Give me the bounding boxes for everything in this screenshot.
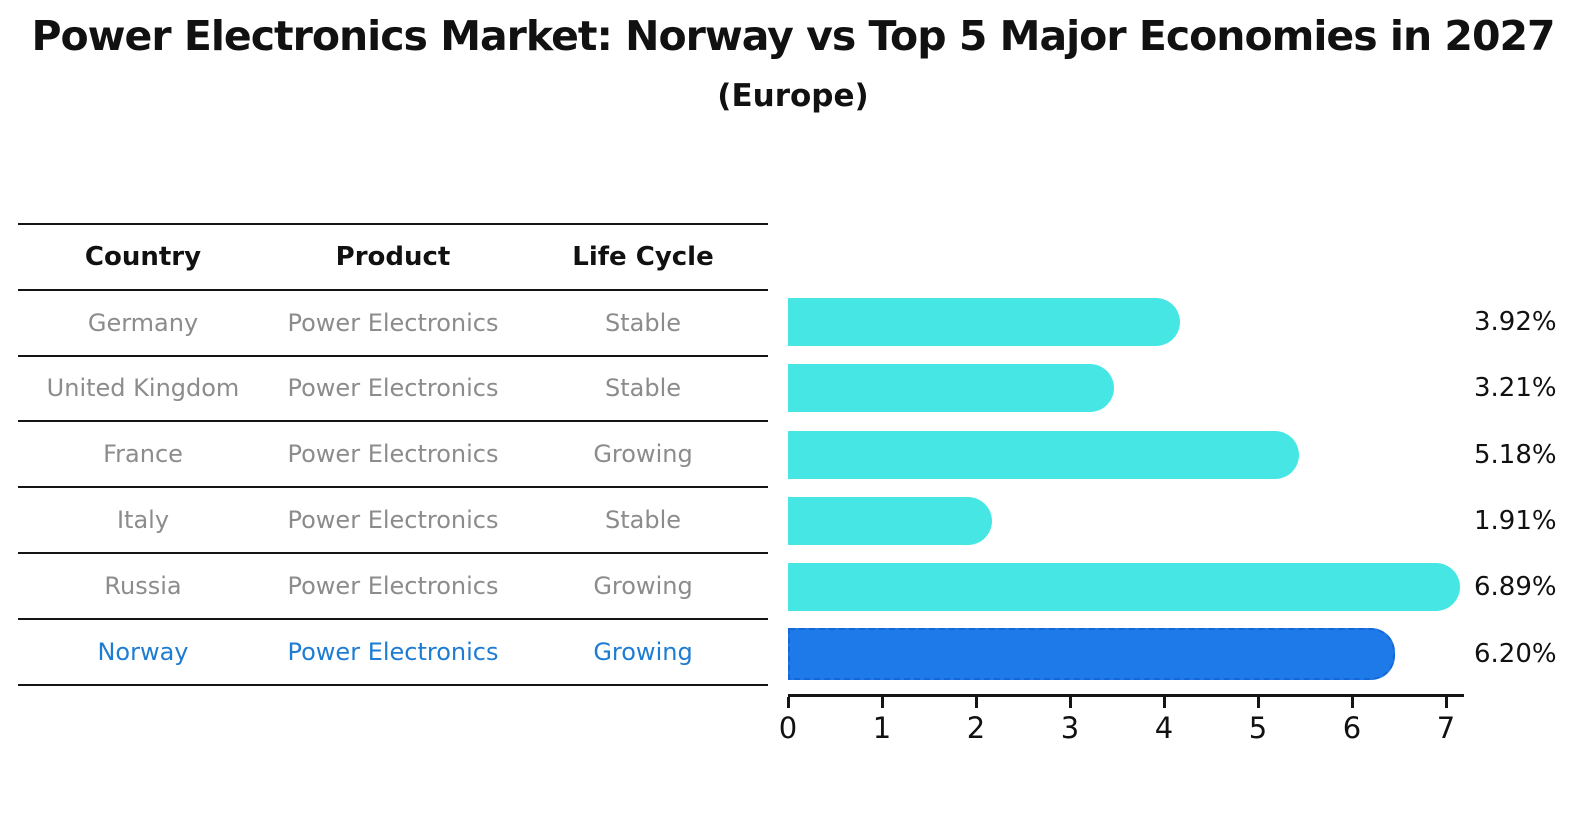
column-header-life-cycle: Life Cycle xyxy=(572,241,714,272)
country-table: Country Product Life Cycle Germany Power… xyxy=(18,223,768,686)
bar-row-germany: 3.92% xyxy=(788,289,1586,355)
bar-value-label: 3.92% xyxy=(1474,307,1557,338)
bar-row-france: 5.18% xyxy=(788,422,1586,488)
bar-chart: 3.92% 3.21% 5.18% 1.91% 6.89% 6.20% xyxy=(788,289,1586,687)
cell-country: Russia xyxy=(104,571,182,600)
x-tick-mark xyxy=(1162,697,1166,708)
column-header-product: Product xyxy=(335,241,451,272)
cell-country: France xyxy=(103,440,183,469)
table-row-italy: Italy Power Electronics Stable xyxy=(18,488,768,554)
cell-country: Italy xyxy=(116,506,170,535)
bar-united-kingdom xyxy=(788,364,1114,413)
cell-product: Power Electronics xyxy=(287,637,499,666)
cell-product: Power Electronics xyxy=(287,374,499,403)
x-tick-label: 3 xyxy=(1060,711,1080,745)
x-tick-label: 4 xyxy=(1154,711,1174,745)
cell-country: Norway xyxy=(97,637,189,666)
x-tick-label: 6 xyxy=(1342,711,1362,745)
table-row-france: France Power Electronics Growing xyxy=(18,422,768,489)
bar-row-norway: 6.20% xyxy=(788,620,1586,686)
x-tick-mark xyxy=(1444,697,1448,708)
cell-life-cycle: Growing xyxy=(593,637,693,666)
bar-row-russia: 6.89% xyxy=(788,554,1586,620)
table-header-row: Country Product Life Cycle xyxy=(18,225,768,291)
x-tick-mark xyxy=(1256,697,1260,708)
table-row-united-kingdom: United Kingdom Power Electronics Stable xyxy=(18,357,768,423)
bar-value-label: 3.21% xyxy=(1474,373,1557,404)
cell-life-cycle: Growing xyxy=(593,440,693,469)
x-tick-mark xyxy=(880,697,884,708)
cell-product: Power Electronics xyxy=(287,440,499,469)
bar-germany xyxy=(788,298,1181,347)
x-tick-mark xyxy=(1350,697,1354,708)
bar-value-label: 1.91% xyxy=(1474,506,1557,537)
x-tick-mark xyxy=(786,697,790,708)
cell-life-cycle: Growing xyxy=(593,571,693,600)
x-axis: 0 1 2 3 4 5 6 7 xyxy=(779,694,1464,747)
bar-italy xyxy=(788,497,992,546)
bar-row-united-kingdom: 3.21% xyxy=(788,355,1586,421)
table-row-norway-highlighted: Norway Power Electronics Growing xyxy=(18,620,768,686)
column-header-country: Country xyxy=(84,241,202,272)
x-tick-label: 5 xyxy=(1248,711,1268,745)
x-tick-mark xyxy=(1068,697,1072,708)
bar-row-italy: 1.91% xyxy=(788,488,1586,554)
table-row-germany: Germany Power Electronics Stable xyxy=(18,291,768,357)
cell-product: Power Electronics xyxy=(287,308,499,337)
bar-value-label: 6.20% xyxy=(1474,638,1557,669)
cell-life-cycle: Stable xyxy=(604,308,682,337)
x-tick-label: 0 xyxy=(778,711,798,745)
x-tick-mark xyxy=(974,697,978,708)
chart-subtitle: (Europe) xyxy=(717,78,869,114)
cell-product: Power Electronics xyxy=(287,571,499,600)
table-row-russia: Russia Power Electronics Growing xyxy=(18,554,768,620)
cell-life-cycle: Stable xyxy=(604,506,682,535)
bar-value-label: 6.89% xyxy=(1474,572,1557,603)
x-tick-label: 2 xyxy=(966,711,986,745)
chart-title: Power Electronics Market: Norway vs Top … xyxy=(31,12,1555,60)
x-tick-label: 1 xyxy=(872,711,892,745)
cell-life-cycle: Stable xyxy=(604,374,682,403)
bar-france xyxy=(788,430,1299,479)
cell-product: Power Electronics xyxy=(287,506,499,535)
bar-russia xyxy=(788,563,1460,612)
bar-value-label: 5.18% xyxy=(1474,439,1557,470)
cell-country: United Kingdom xyxy=(46,374,240,403)
bar-norway-highlighted xyxy=(788,627,1395,680)
x-tick-label: 7 xyxy=(1436,711,1456,745)
cell-country: Germany xyxy=(87,308,199,337)
